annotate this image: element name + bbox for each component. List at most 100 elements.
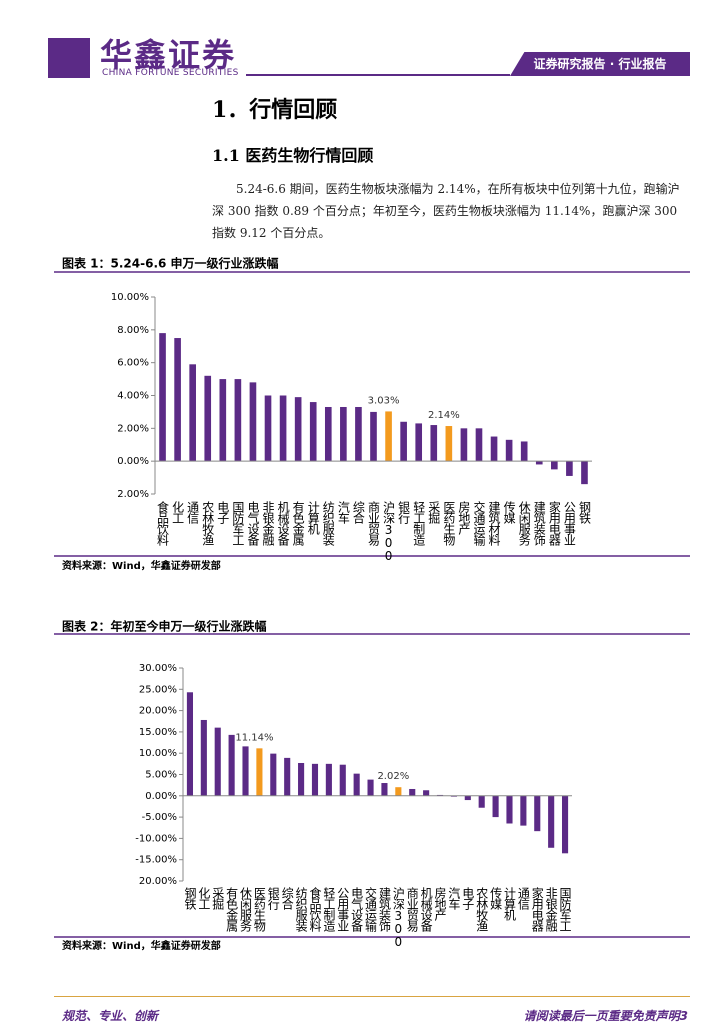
x-tick-label: 农林牧渔 — [201, 501, 215, 546]
y-tick-label: 5.00% — [145, 770, 177, 781]
x-tick-label: 综合 — [351, 501, 365, 524]
x-tick-label: 有色金属 — [291, 501, 305, 547]
x-tick-label: 传媒 — [489, 886, 503, 910]
bar — [464, 795, 471, 801]
y-tick-label: 2.00% — [117, 423, 149, 434]
bar — [309, 402, 317, 462]
bar — [159, 333, 166, 462]
y-tick-label: 25.00% — [139, 684, 177, 695]
bar — [535, 461, 543, 465]
x-tick-label: 电子 — [461, 887, 475, 910]
bar — [200, 719, 207, 796]
bar — [249, 382, 257, 462]
y-tick-label: 20.00% — [139, 876, 177, 887]
x-tick-label: 有色金属 — [225, 887, 239, 933]
bar — [561, 795, 569, 854]
x-tick-label: 钢铁 — [577, 501, 591, 524]
x-tick-label: 计算机 — [306, 501, 320, 535]
y-tick-label: 30.00% — [139, 663, 177, 674]
data-label: 11.14% — [235, 732, 273, 743]
bar — [294, 397, 302, 462]
bar — [460, 428, 468, 462]
bar — [264, 395, 272, 462]
bar — [395, 787, 402, 796]
x-tick-label: 银行 — [266, 887, 280, 910]
y-tick-label: -10.00% — [135, 833, 177, 844]
bar — [478, 795, 485, 808]
bar — [415, 423, 423, 462]
bar — [409, 788, 416, 796]
x-tick-label: 化工 — [197, 887, 211, 909]
x-tick-label: 机械设备 — [419, 887, 433, 933]
bar — [566, 461, 573, 476]
bar — [548, 795, 555, 848]
bar — [339, 764, 346, 796]
x-tick-label: 交通运输 — [472, 500, 486, 547]
x-tick-label: 银行 — [397, 501, 411, 524]
bar — [520, 441, 528, 462]
paragraph: 5.24-6.6 期间，医药生物板块涨幅为 2.14%，在所有板块中位列第十九位… — [212, 182, 680, 240]
y-tick-label: 10.00% — [139, 748, 177, 759]
y-tick-label: 6.00% — [117, 358, 149, 369]
bar — [492, 795, 499, 818]
bar — [355, 406, 362, 462]
x-tick-label: 休闲服务 — [517, 501, 531, 546]
bar — [256, 748, 263, 796]
x-tick-label: 传媒 — [502, 500, 516, 524]
x-tick-label: 医药生物 — [252, 887, 266, 932]
x-tick-label: 国防军工 — [558, 887, 572, 931]
footer-disclaimer: 请阅读最后一页重要免责声明3 — [524, 1007, 688, 1024]
y-tick-label: 4.00% — [117, 391, 149, 402]
x-tick-label: 建筑装饰 — [532, 501, 546, 546]
y-tick-label: 8.00% — [117, 325, 149, 336]
x-tick-label: 钢铁 — [183, 887, 197, 910]
x-tick-label: 房地产 — [433, 886, 447, 922]
bar — [324, 406, 332, 462]
bar — [520, 795, 527, 826]
bar — [551, 461, 558, 470]
x-tick-label: 家用电器 — [547, 500, 561, 547]
y-tick-label: 0.00% — [117, 456, 149, 467]
x-tick-label: 通信 — [186, 501, 200, 525]
section-title: 1．行情回顾 — [212, 97, 338, 123]
bar — [381, 783, 388, 796]
bar — [490, 436, 498, 462]
bar — [340, 406, 347, 462]
x-tick-label: 采掘 — [211, 887, 225, 911]
bar — [506, 795, 513, 824]
chart-source: 资料来源：Wind，华鑫证券研发部 — [62, 559, 221, 572]
x-tick-label: 商业贸易 — [405, 886, 419, 933]
bar — [234, 379, 242, 462]
bar — [311, 763, 319, 796]
chart-caption: 图表 1：5.24-6.6 申万一级行业涨跌幅 — [62, 256, 279, 271]
chart-source: 资料来源：Wind，华鑫证券研发部 — [62, 939, 221, 952]
x-tick-label: 非银金融 — [261, 501, 275, 547]
bar — [385, 411, 392, 462]
logo-icon — [48, 38, 90, 78]
x-tick-label: 纺织服装 — [294, 887, 308, 933]
subsection-title: 1.1 医药生物行情回顾 — [212, 146, 374, 165]
x-tick-label: 农林牧渔 — [475, 887, 489, 932]
x-tick-label: 沪深300 — [382, 501, 396, 562]
bar — [475, 428, 483, 462]
y-tick-label: 2.00% — [117, 489, 149, 500]
bar — [367, 779, 374, 796]
x-tick-label: 通信 — [516, 887, 530, 911]
y-tick-label: -5.00% — [142, 812, 177, 823]
bar — [430, 425, 438, 462]
x-tick-label: 汽车 — [336, 500, 350, 525]
y-tick-label: 15.00% — [139, 727, 177, 738]
bar — [242, 746, 249, 796]
x-tick-label: 电子 — [216, 501, 230, 524]
x-tick-label: 医药生物 — [442, 501, 456, 546]
x-tick-label: 机械设备 — [276, 501, 290, 547]
x-tick-label: 电气设备 — [350, 887, 364, 933]
x-tick-label: 公用事业 — [336, 887, 350, 931]
x-tick-label: 家用电器 — [530, 886, 544, 933]
bar — [279, 395, 287, 462]
x-tick-label: 化工 — [171, 501, 185, 523]
x-tick-label: 建筑装饰 — [377, 887, 391, 932]
x-tick-label: 沪深300 — [391, 887, 405, 948]
page-number: 3 — [679, 1009, 688, 1023]
